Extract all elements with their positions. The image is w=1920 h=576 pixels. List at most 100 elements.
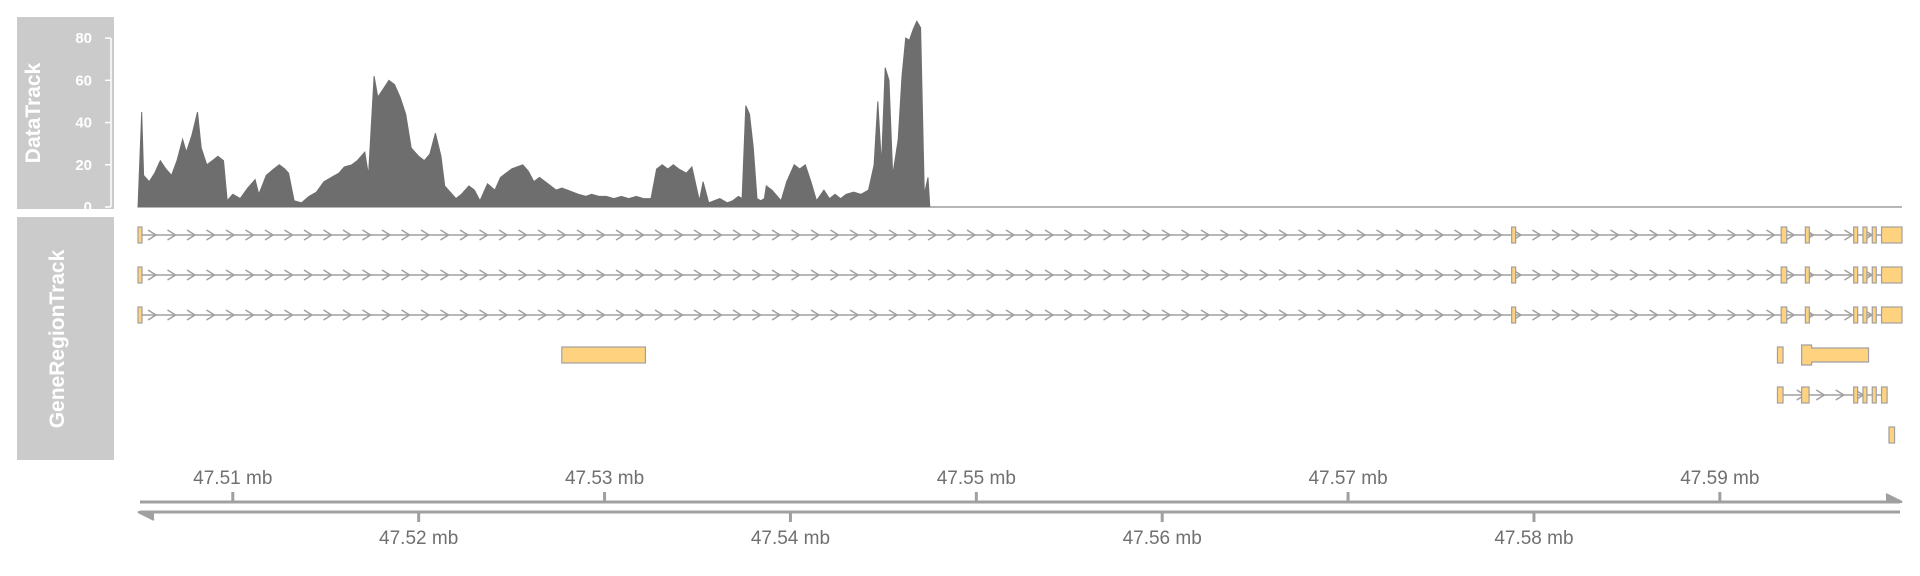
strand-arrow — [888, 229, 899, 241]
exon — [1871, 266, 1877, 284]
strand-arrow — [1746, 229, 1757, 241]
strand-arrow — [186, 309, 197, 321]
strand-arrow — [1415, 269, 1425, 281]
strand-arrow — [1551, 269, 1562, 281]
y-tick-label: 20 — [75, 157, 92, 174]
strand-arrow — [1473, 269, 1484, 281]
strand-arrow — [167, 269, 177, 281]
strand-arrow — [498, 269, 509, 281]
strand-arrow — [1337, 309, 1347, 321]
strand-arrow — [1161, 269, 1172, 281]
strand-arrow — [1688, 269, 1698, 281]
strand-arrow — [1103, 309, 1113, 321]
strand-arrow — [362, 309, 372, 321]
strand-arrow — [1005, 229, 1016, 241]
strand-arrow — [654, 269, 665, 281]
strand-arrow — [1298, 229, 1308, 241]
strand-arrow — [635, 229, 645, 241]
strand-arrow — [440, 309, 450, 321]
strand-arrow — [1083, 229, 1094, 241]
strand-arrow — [771, 269, 782, 281]
strand-arrow — [1532, 309, 1542, 321]
strand-arrow — [1200, 309, 1211, 321]
strand-arrow — [323, 229, 333, 241]
strand-arrow — [1395, 229, 1406, 241]
gene-track-title-bg — [17, 217, 114, 460]
strand-arrow — [264, 309, 275, 321]
strand-arrow — [1142, 309, 1152, 321]
strand-arrow — [440, 229, 450, 241]
strand-arrow — [225, 309, 236, 321]
strand-arrow — [1317, 229, 1328, 241]
axis-tick-label-top: 47.59 mb — [1680, 468, 1759, 489]
exon — [561, 346, 647, 364]
strand-arrow — [1083, 309, 1094, 321]
strand-arrow — [1220, 269, 1230, 281]
strand-arrow — [1590, 229, 1601, 241]
transcript — [561, 346, 647, 364]
exon — [1780, 226, 1788, 244]
strand-arrow — [771, 229, 782, 241]
strand-arrow — [303, 229, 314, 241]
axis-tick-label-top: 47.51 mb — [193, 468, 272, 489]
exon — [1862, 226, 1868, 244]
strand-arrow — [1532, 269, 1542, 281]
strand-arrow — [830, 269, 840, 281]
strand-arrow — [284, 229, 294, 241]
strand-arrow — [830, 309, 840, 321]
strand-arrow — [225, 269, 236, 281]
axis-tick-label-bottom: 47.56 mb — [1123, 528, 1202, 549]
strand-arrow — [654, 309, 665, 321]
strand-arrow — [615, 229, 626, 241]
strand-arrow — [459, 229, 470, 241]
strand-arrow — [381, 309, 392, 321]
strand-arrow — [1649, 229, 1659, 241]
strand-arrow — [791, 229, 801, 241]
exon — [1871, 226, 1877, 244]
exon — [1871, 306, 1877, 324]
strand-arrow — [167, 309, 177, 321]
transcript — [1776, 386, 1888, 404]
strand-arrow — [927, 309, 938, 321]
strand-arrow — [654, 229, 665, 241]
axis-arrow-right — [1885, 493, 1903, 503]
strand-arrow — [479, 309, 489, 321]
strand-arrow — [323, 269, 333, 281]
strand-arrow — [1746, 309, 1757, 321]
strand-arrow — [1590, 269, 1601, 281]
strand-arrow — [1044, 269, 1055, 281]
strand-arrow — [693, 309, 704, 321]
exon — [137, 306, 143, 324]
strand-arrow — [576, 309, 587, 321]
strand-arrow — [1005, 269, 1016, 281]
exon — [1804, 266, 1810, 284]
strand-arrow — [245, 309, 255, 321]
strand-arrow — [1454, 309, 1464, 321]
strand-arrow — [479, 269, 489, 281]
strand-arrow — [1727, 229, 1737, 241]
strand-arrow — [557, 309, 567, 321]
strand-arrow — [732, 229, 743, 241]
exon — [1780, 266, 1788, 284]
strand-arrow — [810, 269, 821, 281]
transcript — [137, 266, 1903, 284]
strand-arrow — [732, 269, 743, 281]
strand-arrow — [459, 269, 470, 281]
exon — [1880, 386, 1888, 404]
strand-arrow — [635, 309, 645, 321]
exon — [1862, 266, 1868, 284]
strand-arrow — [1103, 229, 1113, 241]
strand-arrow — [1707, 309, 1718, 321]
axis-arrow-left — [137, 511, 155, 521]
strand-arrow — [342, 229, 353, 241]
strand-arrow — [147, 269, 158, 281]
strand-arrow — [576, 269, 587, 281]
strand-arrow — [1707, 229, 1718, 241]
strand-arrow — [1356, 229, 1367, 241]
strand-arrow — [518, 229, 528, 241]
strand-arrow — [1376, 309, 1386, 321]
strand-arrow — [1590, 309, 1601, 321]
strand-arrow — [1376, 229, 1386, 241]
axis-tick-label-bottom: 47.54 mb — [751, 528, 830, 549]
